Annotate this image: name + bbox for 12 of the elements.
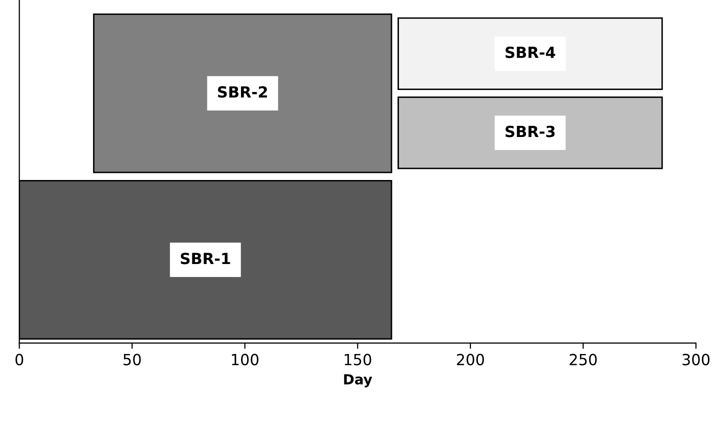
x-tick-label: 150 (344, 354, 372, 366)
x-tick-label: 300 (682, 354, 710, 366)
x-axis-title: Day (344, 374, 372, 388)
x-tick-label: 50 (124, 354, 141, 366)
x-tick-label: 200 (456, 354, 484, 366)
x-tick-label: 0 (15, 354, 24, 366)
x-tick-label: 250 (570, 354, 597, 366)
series-label: SBR-4 (506, 46, 556, 58)
x-tick-label: 100 (232, 354, 258, 366)
series-label: SBR-3 (506, 126, 555, 138)
series-label: SBR-2 (218, 86, 267, 98)
series-label: SBR-1 (180, 252, 230, 264)
